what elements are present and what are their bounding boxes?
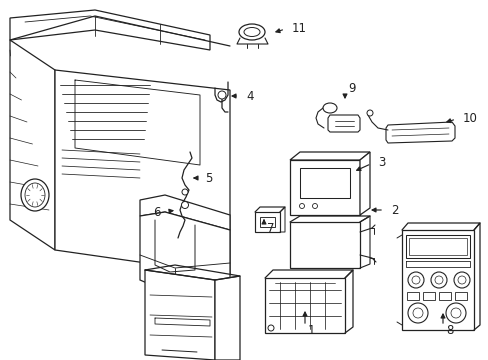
Text: 2: 2 — [390, 203, 398, 216]
Polygon shape — [385, 122, 454, 143]
Text: 3: 3 — [377, 156, 385, 168]
Circle shape — [182, 189, 187, 195]
Text: 9: 9 — [347, 81, 355, 94]
Text: 7: 7 — [266, 221, 274, 234]
Circle shape — [218, 91, 225, 99]
Polygon shape — [438, 292, 450, 300]
Text: 10: 10 — [462, 112, 477, 125]
Circle shape — [299, 203, 304, 208]
Polygon shape — [140, 212, 229, 295]
Polygon shape — [289, 160, 359, 215]
Circle shape — [450, 308, 460, 318]
Polygon shape — [145, 270, 215, 360]
Polygon shape — [454, 292, 466, 300]
Circle shape — [453, 272, 469, 288]
Circle shape — [267, 325, 273, 331]
Ellipse shape — [239, 24, 264, 40]
Polygon shape — [10, 40, 55, 250]
Polygon shape — [289, 152, 369, 160]
Polygon shape — [406, 292, 418, 300]
Circle shape — [430, 272, 446, 288]
Polygon shape — [405, 235, 469, 258]
Polygon shape — [359, 152, 369, 215]
Text: 1: 1 — [307, 324, 315, 337]
Circle shape — [366, 110, 372, 116]
Polygon shape — [408, 238, 466, 255]
Text: 11: 11 — [291, 22, 306, 35]
Polygon shape — [140, 195, 229, 230]
Ellipse shape — [244, 27, 260, 36]
Polygon shape — [299, 168, 349, 198]
Ellipse shape — [323, 103, 336, 113]
Polygon shape — [55, 70, 229, 275]
Circle shape — [434, 276, 442, 284]
Circle shape — [412, 308, 422, 318]
Circle shape — [407, 303, 427, 323]
Circle shape — [445, 303, 465, 323]
Text: 8: 8 — [445, 324, 452, 337]
Text: 5: 5 — [204, 171, 212, 184]
Polygon shape — [264, 278, 345, 333]
Polygon shape — [327, 115, 359, 132]
Polygon shape — [422, 292, 434, 300]
Circle shape — [312, 203, 317, 208]
Ellipse shape — [21, 179, 49, 211]
Polygon shape — [260, 217, 274, 227]
Ellipse shape — [25, 183, 45, 207]
Circle shape — [407, 272, 423, 288]
Polygon shape — [10, 10, 209, 50]
Polygon shape — [215, 276, 240, 360]
Polygon shape — [289, 222, 359, 268]
Text: 4: 4 — [245, 90, 253, 103]
Polygon shape — [401, 230, 473, 330]
Polygon shape — [254, 212, 280, 232]
Text: 6: 6 — [153, 206, 161, 219]
Circle shape — [457, 276, 465, 284]
Circle shape — [411, 276, 419, 284]
Circle shape — [181, 202, 188, 208]
